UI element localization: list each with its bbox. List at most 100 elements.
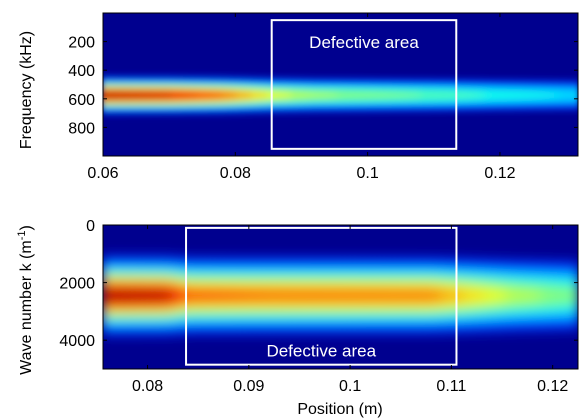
- top-y-axis-label: Frequency (kHz): [18, 31, 35, 149]
- bottom-heat-cell: [342, 289, 349, 302]
- top-heat-cell: [327, 93, 334, 97]
- top-heat-cell: [387, 92, 394, 98]
- top-heat-cell: [297, 91, 304, 99]
- top-heat-cell: [292, 91, 299, 99]
- top-heat-cell: [392, 92, 399, 98]
- top-heat-cell: [417, 94, 424, 97]
- top-heat-cell: [567, 90, 574, 101]
- top-x-tick-label: 0.12: [484, 165, 515, 182]
- bottom-heat-cell: [562, 290, 569, 301]
- top-heat-cell: [492, 90, 499, 100]
- top-heat-cell: [487, 90, 494, 100]
- top-heat-cell: [267, 91, 274, 99]
- top-heat-cell: [262, 93, 269, 97]
- bottom-heat-cell: [552, 288, 559, 303]
- bottom-heat-cell: [177, 291, 184, 300]
- bottom-heat-cell: [117, 290, 124, 301]
- top-heat-cell: [432, 91, 439, 100]
- bottom-heat-cell: [232, 293, 239, 298]
- bottom-heat-cell: [557, 289, 564, 302]
- bottom-heat-cell: [252, 294, 259, 297]
- bottom-heat-cell: [522, 289, 529, 302]
- bottom-heat-cell: [312, 289, 319, 302]
- top-heat-cell: [377, 92, 384, 99]
- bottom-heat-cell: [442, 288, 449, 303]
- top-heat-cell: [572, 90, 578, 101]
- top-heat-cell: [532, 92, 539, 98]
- top-heat-cell: [367, 91, 374, 99]
- bottom-heat-cell: [272, 289, 279, 302]
- top-heat-cell: [132, 93, 139, 98]
- bottom-heat-cell: [142, 291, 149, 301]
- bottom-heat-cell: [387, 289, 394, 302]
- top-heat-cell: [507, 91, 514, 100]
- bottom-heat-cell: [477, 291, 484, 300]
- bottom-heat-cell: [132, 290, 139, 301]
- bottom-heat-cell: [357, 289, 364, 302]
- top-heat-cell: [222, 92, 229, 99]
- bottom-heat-cell: [237, 293, 244, 298]
- top-heat-cell: [137, 93, 144, 98]
- top-heat-cell: [347, 91, 354, 100]
- bottom-heat-cell: [147, 291, 154, 300]
- bottom-heat-cell: [517, 289, 524, 302]
- top-heat-cell: [542, 93, 549, 98]
- bottom-heat-cell: [482, 293, 489, 299]
- top-axes-frame: [102, 12, 579, 157]
- top-heat-cell: [352, 91, 359, 99]
- top-heat-cell: [152, 93, 159, 97]
- bottom-heat-cell: [172, 292, 179, 299]
- bottom-y-axis-label: Wave number k (m-1): [16, 225, 35, 375]
- bottom-x-tick-label: 0.1: [339, 378, 361, 395]
- bottom-y-label-main: Wave number k (m: [18, 240, 35, 375]
- top-heat-cell: [502, 91, 509, 100]
- bottom-heat-cell: [192, 291, 199, 300]
- bottom-heat-cell: [412, 290, 419, 301]
- top-heat-cell: [422, 90, 429, 100]
- top-heat-cell: [103, 92, 109, 99]
- top-heat-cell: [237, 92, 244, 99]
- top-heat-cell: [147, 93, 154, 98]
- top-heat-cell: [272, 92, 279, 99]
- bottom-heat-cell: [207, 292, 214, 299]
- top-heat-cell: [107, 92, 114, 98]
- top-heat-cell: [287, 94, 294, 97]
- bottom-heat-cell: [372, 289, 379, 302]
- top-heat-cell: [522, 91, 529, 99]
- bottom-heat-cell: [287, 289, 294, 302]
- top-heat-cell: [322, 93, 329, 97]
- top-heat-cell: [342, 91, 349, 100]
- top-heat-cell: [212, 93, 219, 98]
- top-heat-cell: [512, 91, 519, 99]
- top-heat-cell: [197, 92, 204, 99]
- bottom-heat-cell: [472, 290, 479, 301]
- top-heat-cell: [447, 91, 454, 99]
- top-defective-label: Defective area: [309, 33, 419, 52]
- top-heat-cell: [477, 93, 484, 97]
- bottom-heat-cell: [432, 291, 439, 300]
- bottom-heat-cell: [152, 291, 159, 300]
- top-heat-cell: [317, 93, 324, 98]
- top-heat-cell: [357, 91, 364, 99]
- top-x-tick-label: 0.06: [87, 165, 118, 182]
- top-heat-cell: [472, 93, 479, 98]
- bottom-heat-cell: [537, 292, 544, 299]
- bottom-y-tick-label: 2000: [59, 276, 95, 293]
- top-band: [103, 76, 578, 114]
- bottom-heat-cell: [247, 294, 254, 297]
- bottom-heat-cell: [422, 290, 429, 301]
- bottom-heat-cell: [352, 289, 359, 302]
- top-heat-cell: [497, 91, 504, 100]
- bottom-band: [103, 255, 578, 336]
- top-heat-cell: [562, 90, 569, 101]
- top-heat-cell: [402, 93, 409, 98]
- bottom-heat-cell: [382, 289, 389, 302]
- bottom-heat-cell: [302, 289, 309, 302]
- top-heat-cell: [307, 92, 314, 98]
- bottom-defective-box: [185, 226, 458, 366]
- bottom-heat-cell: [257, 294, 264, 297]
- bottom-heat-cell: [217, 292, 224, 299]
- bottom-heat-cell: [492, 289, 499, 302]
- top-heat-cell: [207, 92, 214, 98]
